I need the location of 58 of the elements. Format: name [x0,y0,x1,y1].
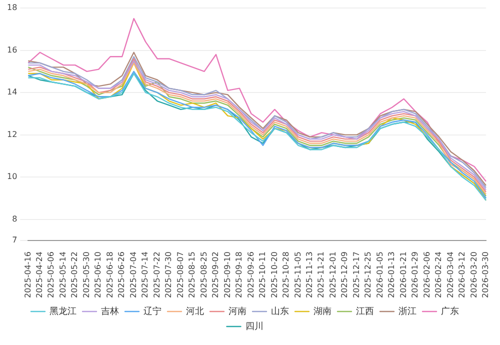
legend-label: 黑龙江 [50,306,76,317]
x-tick-label: 2025-12-09 [340,252,350,298]
y-tick-label: 14 [6,88,18,97]
legend-label: 河南 [228,306,246,317]
x-tick-label: 2025-07-22 [152,252,162,298]
y-tick-label: 16 [6,45,18,54]
x-tick-label: 2025-07-14 [140,252,150,298]
x-tick-label: 2025-08-07 [176,252,185,298]
x-tick-label: 2026-03-20 [469,252,478,298]
x-tick-label: 2026-03-04 [446,252,455,298]
x-tick-label: 2026-02-06 [422,252,432,298]
x-tick-label: 2025-04-16 [23,252,32,298]
x-tick-label: 2026-01-13 [387,252,396,298]
x-tick-label: 2025-07-30 [164,252,174,298]
y-tick-label: 12 [6,130,18,139]
legend-label: 河北 [186,306,204,317]
y-tick-label: 18 [6,3,18,12]
x-tick-label: 2025-11-21 [316,252,326,298]
legend-label: 江西 [356,306,374,317]
legend-label: 辽宁 [144,306,162,317]
y-tick-label: 10 [6,172,18,182]
x-tick-label: 2025-06-26 [117,252,126,298]
x-tick-label: 2025-07-04 [128,252,138,298]
y-tick-label: 7 [12,236,18,245]
x-tick-label: 2025-04-24 [34,252,44,298]
x-tick-label: 2025-10-20 [270,252,279,298]
legend-label: 吉林 [101,306,119,317]
x-tick-label: 2025-08-15 [188,252,197,298]
x-tick-label: 2025-12-25 [364,252,373,298]
x-tick-label: 2025-09-02 [211,252,220,298]
x-tick-label: 2025-05-30 [82,252,91,298]
x-tick-label: 2025-11-05 [293,252,302,298]
x-tick-label: 2025-05-14 [58,252,68,298]
x-tick-label: 2026-01-21 [398,252,408,298]
x-tick-label: 2025-11-13 [304,252,314,298]
x-tick-label: 2025-12-17 [352,252,361,298]
x-tick-label: 2025-12-01 [328,252,338,298]
x-tick-label: 2025-09-26 [246,252,256,298]
legend-label: 山东 [271,306,289,317]
x-tick-label: 2025-09-10 [222,252,232,298]
x-tick-label: 2026-02-24 [434,252,444,298]
legend-label: 浙江 [398,306,416,317]
x-tick-label: 2025-06-18 [105,252,114,298]
x-tick-label: 2025-05-22 [70,252,80,298]
x-tick-label: 2026-01-05 [375,252,384,298]
legend-label: 湖南 [314,306,332,317]
x-tick-label: 2025-10-11 [258,252,268,298]
x-tick-label: 2026-03-30 [481,252,490,298]
x-tick-label: 2025-06-10 [94,252,103,298]
x-tick-label: 2025-05-06 [46,252,56,298]
y-tick-label: 8 [12,214,18,224]
x-tick-label: 2026-03-12 [458,252,467,298]
x-tick-label: 2025-08-25 [199,252,208,298]
legend-label: 四川 [245,320,264,332]
legend-label: 广东 [441,306,459,317]
x-tick-label: 2025-10-28 [282,252,291,298]
x-tick-label: 2026-01-29 [410,252,420,298]
x-tick-label: 2025-09-18 [234,252,244,298]
